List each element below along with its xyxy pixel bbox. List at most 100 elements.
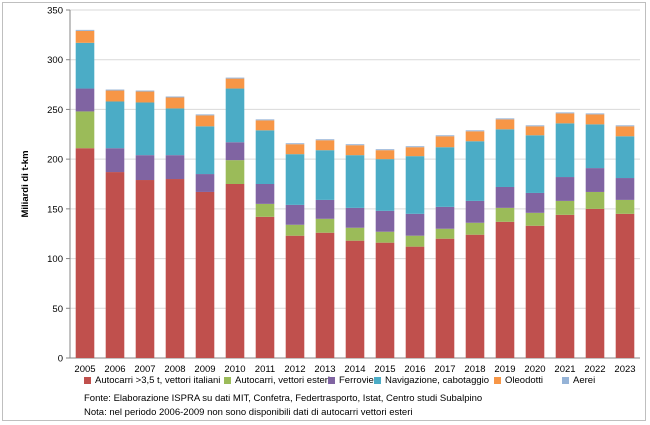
bar-segment — [135, 155, 155, 181]
bar-segment — [585, 113, 605, 115]
bar-segment — [315, 199, 335, 219]
bar-segment — [495, 186, 515, 208]
bar-segment — [615, 125, 635, 127]
bar-segment — [195, 115, 215, 127]
bar-segment — [435, 136, 455, 148]
legend-item: Autocarri, vettori esteri — [224, 375, 330, 386]
legend-swatch — [84, 377, 91, 384]
bar-segment — [75, 29, 95, 31]
bar-segment — [255, 120, 275, 131]
x-tick-label: 2005 — [74, 364, 95, 372]
source-note: Fonte: Elaborazione ISPRA su dati MIT, C… — [84, 393, 483, 404]
bar-segment — [165, 108, 185, 156]
bar-segment — [195, 191, 215, 358]
bar-segment — [165, 155, 185, 180]
bar-segment — [435, 135, 455, 137]
bar-segment — [225, 160, 245, 184]
legend-swatch — [328, 377, 335, 384]
bar-segment — [285, 224, 305, 236]
bar-segment — [615, 126, 635, 137]
bar-segment — [285, 143, 305, 145]
bar-segment — [255, 203, 275, 217]
bar-segment — [525, 135, 545, 193]
bar-segment — [285, 154, 305, 205]
bar-segment — [375, 149, 395, 151]
bar-segment — [585, 191, 605, 209]
x-tick-label: 2020 — [524, 364, 545, 372]
x-tick-label: 2011 — [255, 364, 275, 372]
x-tick-label: 2009 — [194, 364, 215, 372]
bar-segment — [105, 148, 125, 173]
legend-label: Ferrovie — [339, 375, 374, 386]
x-tick-label: 2010 — [224, 364, 245, 372]
legend-swatch — [494, 377, 501, 384]
y-tick-label: 350 — [47, 6, 63, 17]
legend-swatch — [224, 377, 231, 384]
bar-segment — [135, 180, 155, 358]
bar-segment — [75, 148, 95, 358]
x-tick-label: 2008 — [164, 364, 185, 372]
bar-segment — [285, 204, 305, 225]
bar-segment — [615, 199, 635, 214]
bar-segment — [345, 207, 365, 228]
bar-segment — [525, 126, 545, 136]
bar-segment — [165, 96, 185, 98]
bar-segment — [315, 140, 335, 151]
bars — [75, 29, 635, 358]
bar-segment — [495, 129, 515, 187]
y-tick-label: 0 — [58, 354, 63, 365]
y-axis-ticks: 0 50 100 150 200 250 300 350 — [47, 6, 70, 365]
bar-segment — [255, 184, 275, 204]
bar-segment — [75, 88, 95, 112]
bar-segment — [315, 218, 335, 233]
x-axis-ticks: 2005 2006 2007 2008 2009 2010 2011 2012 2013 2014… — [74, 364, 635, 372]
bar-segment — [405, 156, 425, 214]
bar-segment — [585, 114, 605, 125]
x-tick-label: 2014 — [344, 364, 365, 372]
legend-item: Aerei — [562, 375, 595, 386]
bar-segment — [495, 118, 515, 120]
bar-segment — [435, 228, 455, 239]
bar-segment — [465, 234, 485, 358]
bar-segment — [405, 213, 425, 236]
bar-segment — [555, 200, 575, 215]
legend-label: Navigazione, cabotaggio — [385, 375, 490, 386]
bar-segment — [375, 231, 395, 243]
bar-segment — [525, 225, 545, 358]
bar-segment — [285, 235, 305, 358]
bar-segment — [75, 30, 95, 43]
bar-segment — [525, 125, 545, 127]
bar-segment — [435, 238, 455, 358]
x-tick-label: 2022 — [584, 364, 605, 372]
legend-label: Autocarri, vettori esteri — [235, 375, 331, 386]
legend-item: Ferrovie — [328, 375, 374, 386]
bar-segment — [405, 146, 425, 148]
bar-segment — [135, 90, 155, 92]
bar-segment — [225, 88, 245, 143]
bar-segment — [555, 214, 575, 358]
legend-item: Navigazione, cabotaggio — [374, 375, 489, 386]
legend-item: Autocarri >3,5 t, vettori italiani — [84, 375, 220, 386]
bar-segment — [615, 178, 635, 200]
bar-segment — [255, 130, 275, 184]
x-tick-label: 2018 — [464, 364, 485, 372]
legend: Autocarri >3,5 t, vettori italiani Autoca… — [84, 375, 644, 391]
bar-segment — [585, 168, 605, 192]
bar-segment — [435, 147, 455, 207]
bar-segment — [405, 147, 425, 157]
y-tick-label: 150 — [47, 204, 63, 215]
bar-segment — [465, 130, 485, 132]
x-tick-label: 2019 — [494, 364, 515, 372]
bar-segment — [195, 174, 215, 192]
bar-segment — [75, 111, 95, 149]
bar-segment — [525, 192, 545, 213]
bar-segment — [585, 208, 605, 358]
bar-segment — [135, 102, 155, 156]
x-tick-label: 2015 — [374, 364, 395, 372]
bar-segment — [465, 222, 485, 235]
bar-segment — [165, 179, 185, 358]
bar-segment — [435, 206, 455, 229]
bar-segment — [315, 232, 335, 358]
x-tick-label: 2013 — [314, 364, 335, 372]
bar-segment — [195, 114, 215, 116]
